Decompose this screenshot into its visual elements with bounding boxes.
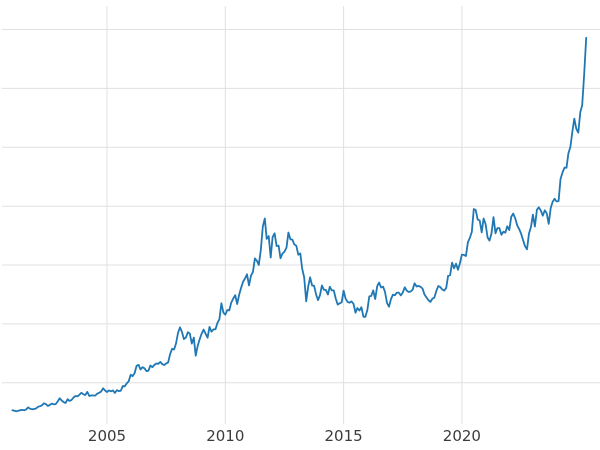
x-tick-label: 2015 bbox=[325, 427, 363, 445]
x-tick-label: 2020 bbox=[443, 427, 481, 445]
x-tick-label: 2005 bbox=[88, 427, 126, 445]
x-tick-label: 2010 bbox=[206, 427, 244, 445]
price-series-line bbox=[11, 36, 588, 413]
